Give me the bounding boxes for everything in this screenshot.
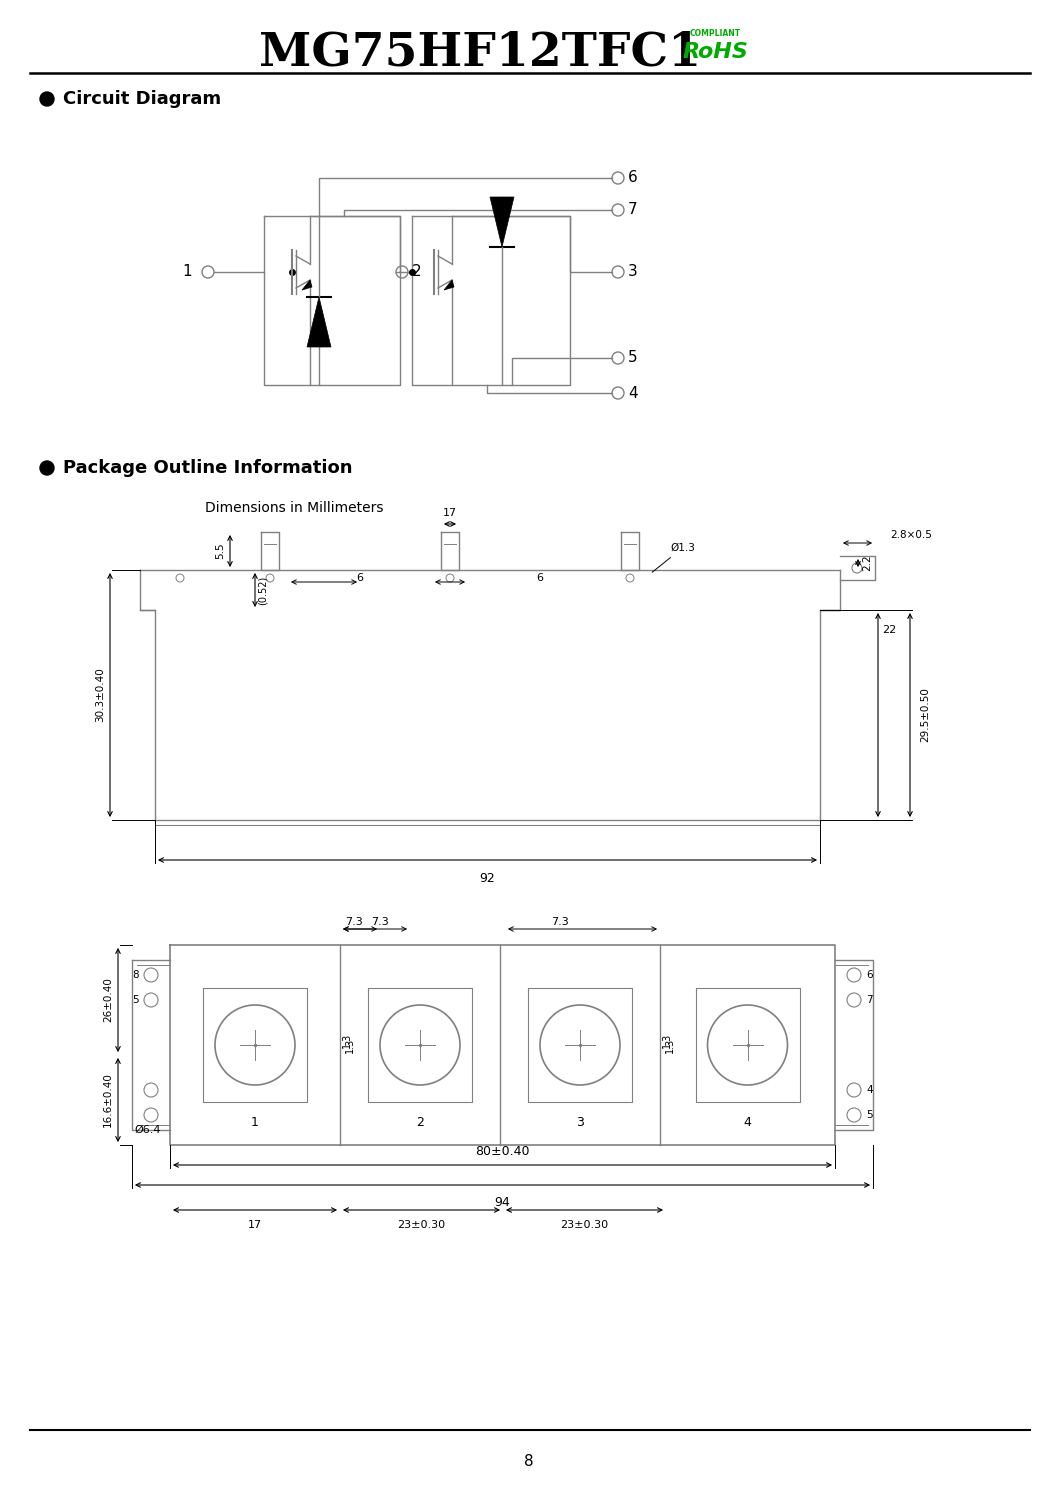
Text: 92: 92: [480, 872, 496, 885]
Text: 4: 4: [866, 1085, 873, 1095]
Text: RoHS: RoHS: [682, 42, 748, 61]
Text: 80±0.40: 80±0.40: [475, 1144, 530, 1158]
Text: 29.5±0.50: 29.5±0.50: [920, 688, 930, 743]
Text: 8: 8: [524, 1455, 534, 1470]
Text: 5: 5: [866, 1110, 873, 1121]
Polygon shape: [302, 280, 312, 291]
Text: 6: 6: [866, 971, 873, 980]
Text: 17: 17: [443, 508, 457, 518]
Text: Circuit Diagram: Circuit Diagram: [62, 90, 221, 108]
Text: 3: 3: [628, 265, 638, 280]
Text: 1.3: 1.3: [665, 1038, 675, 1053]
Text: Package Outline Information: Package Outline Information: [62, 458, 353, 476]
Circle shape: [40, 91, 54, 106]
Text: 23±0.30: 23±0.30: [560, 1219, 608, 1230]
Text: 7.3: 7.3: [345, 917, 363, 927]
Text: MG75HF12TFC1: MG75HF12TFC1: [259, 28, 701, 75]
Text: 7: 7: [628, 202, 638, 217]
Text: 23±0.30: 23±0.30: [397, 1219, 445, 1230]
Text: 2: 2: [412, 265, 421, 280]
Text: 1.3: 1.3: [345, 1038, 355, 1053]
Text: 5: 5: [132, 995, 139, 1005]
Text: 7: 7: [866, 995, 873, 1005]
Polygon shape: [490, 198, 514, 247]
Polygon shape: [307, 297, 331, 348]
Text: 6: 6: [357, 574, 363, 583]
Text: Dimensions in Millimeters: Dimensions in Millimeters: [205, 500, 383, 515]
Text: 1: 1: [182, 265, 192, 280]
Text: Ø6.4: Ø6.4: [134, 1125, 161, 1135]
Text: Ø1.3: Ø1.3: [652, 542, 695, 572]
Text: 7.3: 7.3: [371, 917, 389, 927]
Text: 1: 1: [251, 1116, 259, 1129]
Text: 22: 22: [882, 625, 896, 635]
Text: 1.3: 1.3: [342, 1032, 352, 1047]
Text: 1.3: 1.3: [662, 1032, 672, 1047]
Text: 2.8×0.5: 2.8×0.5: [890, 530, 932, 539]
Text: 4: 4: [628, 385, 638, 400]
Text: 2.2: 2.2: [862, 554, 872, 571]
Text: 7.3: 7.3: [551, 917, 569, 927]
Text: 6: 6: [628, 171, 638, 186]
Text: 17: 17: [248, 1219, 262, 1230]
Text: 4: 4: [743, 1116, 752, 1129]
Text: 26±0.40: 26±0.40: [103, 978, 113, 1023]
Circle shape: [40, 461, 54, 475]
Text: 3: 3: [576, 1116, 584, 1129]
Text: COMPLIANT: COMPLIANT: [689, 28, 740, 37]
Text: (0.52): (0.52): [258, 575, 268, 605]
Text: 94: 94: [495, 1195, 510, 1209]
Text: 2: 2: [416, 1116, 424, 1129]
Text: 16.6±0.40: 16.6±0.40: [103, 1073, 113, 1128]
Text: 5: 5: [628, 351, 638, 366]
Text: 30.3±0.40: 30.3±0.40: [95, 668, 105, 722]
Text: 8: 8: [132, 971, 139, 980]
Polygon shape: [444, 280, 454, 291]
Text: 5.5: 5.5: [215, 542, 225, 559]
Text: 6: 6: [537, 574, 543, 583]
